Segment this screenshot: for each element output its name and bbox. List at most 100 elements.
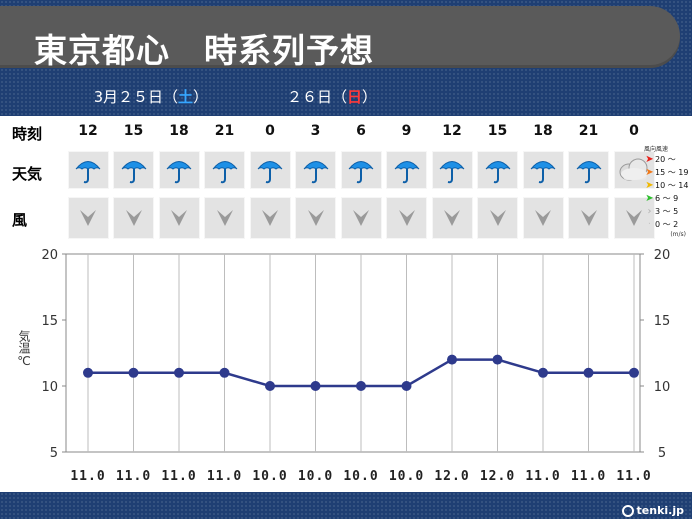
wind-cell [204,197,245,239]
temperature-point [356,381,366,391]
time-label: 15 [123,123,144,139]
wind-cell [522,197,564,239]
umbrella-icon [121,161,146,184]
wind-cell [158,197,200,239]
temperature-value-label: 10.0 [343,469,378,484]
temperature-point [401,381,412,391]
wind-arrow-icon [580,210,597,226]
weather-cell [249,151,291,189]
date-day2-weekday: 日 [347,88,363,106]
wind-cell [340,197,382,239]
weather-cell [477,151,518,189]
temperature-value-label: 11.0 [70,469,105,484]
temperature-value-label: 12.0 [480,469,515,484]
y-tick-label: 5 [658,446,666,461]
wind-arrow-icon [216,210,233,226]
legend-arrow-icon: ➤ [645,153,654,165]
wind-cell [477,197,518,239]
title-bar: 東京都心 時系列予想 [0,6,680,70]
legend-label: 6 ～ 9 [655,194,679,203]
forecast-panel: 時刻 天気 風 12 15 18 21 0 3 6 9 12 15 18 21 0 風向風速 ➤ 20 ～… [0,116,692,492]
wind-cell [295,197,336,239]
temperature-point [629,367,639,378]
wind-arrow-icon [262,210,278,226]
weather-cell [340,151,382,189]
y-tick-label: 5 [50,446,58,461]
temperature-point [492,354,503,365]
weather-cell [67,151,109,189]
wind-arrow-icon [125,210,142,226]
cloud-icon [619,158,648,181]
y-tick-label: 15 [41,314,58,329]
temperature-value-label: 11.0 [116,469,151,484]
temperature-point [174,367,184,378]
date-row: 3月２５日（土） ２６日（日） [0,86,692,110]
umbrella-icon [212,161,237,184]
temperature-point [265,381,275,391]
wind-arrow-icon [444,210,460,226]
time-label: 15 [487,123,508,139]
tenki-logo-icon [621,505,634,517]
temperature-value-label: 12.0 [434,469,469,484]
umbrella-icon [576,161,601,184]
weather-cell [613,151,655,189]
temperature-value-label: 11.0 [525,469,560,484]
wind-cell [113,197,154,239]
wind-cell [613,197,655,239]
date-day2-close: ） [362,88,378,106]
brand-name: tenki.jp [636,504,684,517]
umbrella-icon [166,161,192,184]
date-day2-open: （ [332,88,348,106]
legend-items: ➤ 20 ～ ➤ 15 ～ 19 ➤ 10 ～ 14 ➤ 6 ～ 9 › 3 ～ 5 · 0 ～ 2 [644,153,692,231]
time-label: 18 [169,123,189,139]
temperature-point [219,367,230,378]
umbrella-icon [75,161,101,184]
legend-arrow-icon: ➤ [645,192,654,204]
wind-cell [249,197,291,239]
legend-arrow-icon: ➤ [645,179,654,191]
wind-arrow-icon [307,210,324,226]
weather-cell [158,151,200,189]
temperature-point [83,367,93,378]
date-day1-open: （ [163,88,179,106]
date-day1-label: 3月２５日 [94,88,164,106]
wind-cell [67,197,109,239]
time-label: 0 [265,123,275,139]
legend-label: 20 ～ [655,155,676,164]
wind-arrow-icon [80,210,96,226]
legend-arrow-icon: ➤ [645,166,654,178]
umbrella-icon [439,161,465,184]
temperature-value-label: 11.0 [207,469,242,484]
legend-item: › 3 ～ 5 [644,205,692,218]
umbrella-icon [348,161,374,184]
temperature-point [310,381,321,391]
legend-label: 0 ～ 2 [655,220,679,229]
weather-cell [431,151,473,189]
wind-arrow-icon [626,210,642,226]
wind-legend: 風向風速 ➤ 20 ～ ➤ 15 ～ 19 ➤ 10 ～ 14 ➤ 6 ～ 9 › 3 ～ 5 · 0… [644,144,692,242]
wind-row-label: 風 [12,211,28,229]
umbrella-icon [485,161,510,184]
temperature-value-label: 10.0 [298,469,333,484]
legend-item: ➤ 6 ～ 9 [644,192,692,205]
wind-arrow-icon [353,210,369,226]
legend-item: ➤ 10 ～ 14 [644,179,692,192]
legend-label: 3 ～ 5 [655,207,679,216]
weather-cell [113,151,154,189]
time-label: 9 [401,123,412,139]
page-title: 東京都心 時系列予想 [34,31,374,70]
legend-arrow-icon: · [647,218,652,230]
temperature-point [447,354,457,365]
wind-arrow-icon [489,210,506,226]
temperature-value-label: 11.0 [161,469,196,484]
y-tick-label: 20 [654,248,671,263]
weather-cell [386,151,427,189]
legend-header: 風向風速 [644,146,669,153]
time-label: 0 [629,123,639,139]
y-axis-label: 気温℃ [17,329,31,368]
time-label: 12 [442,123,462,139]
date-day2: ２６日（日） [287,86,377,107]
time-label: 21 [578,123,599,139]
date-day1-close: ） [193,88,209,106]
legend-label: 15 ～ 19 [655,168,689,177]
